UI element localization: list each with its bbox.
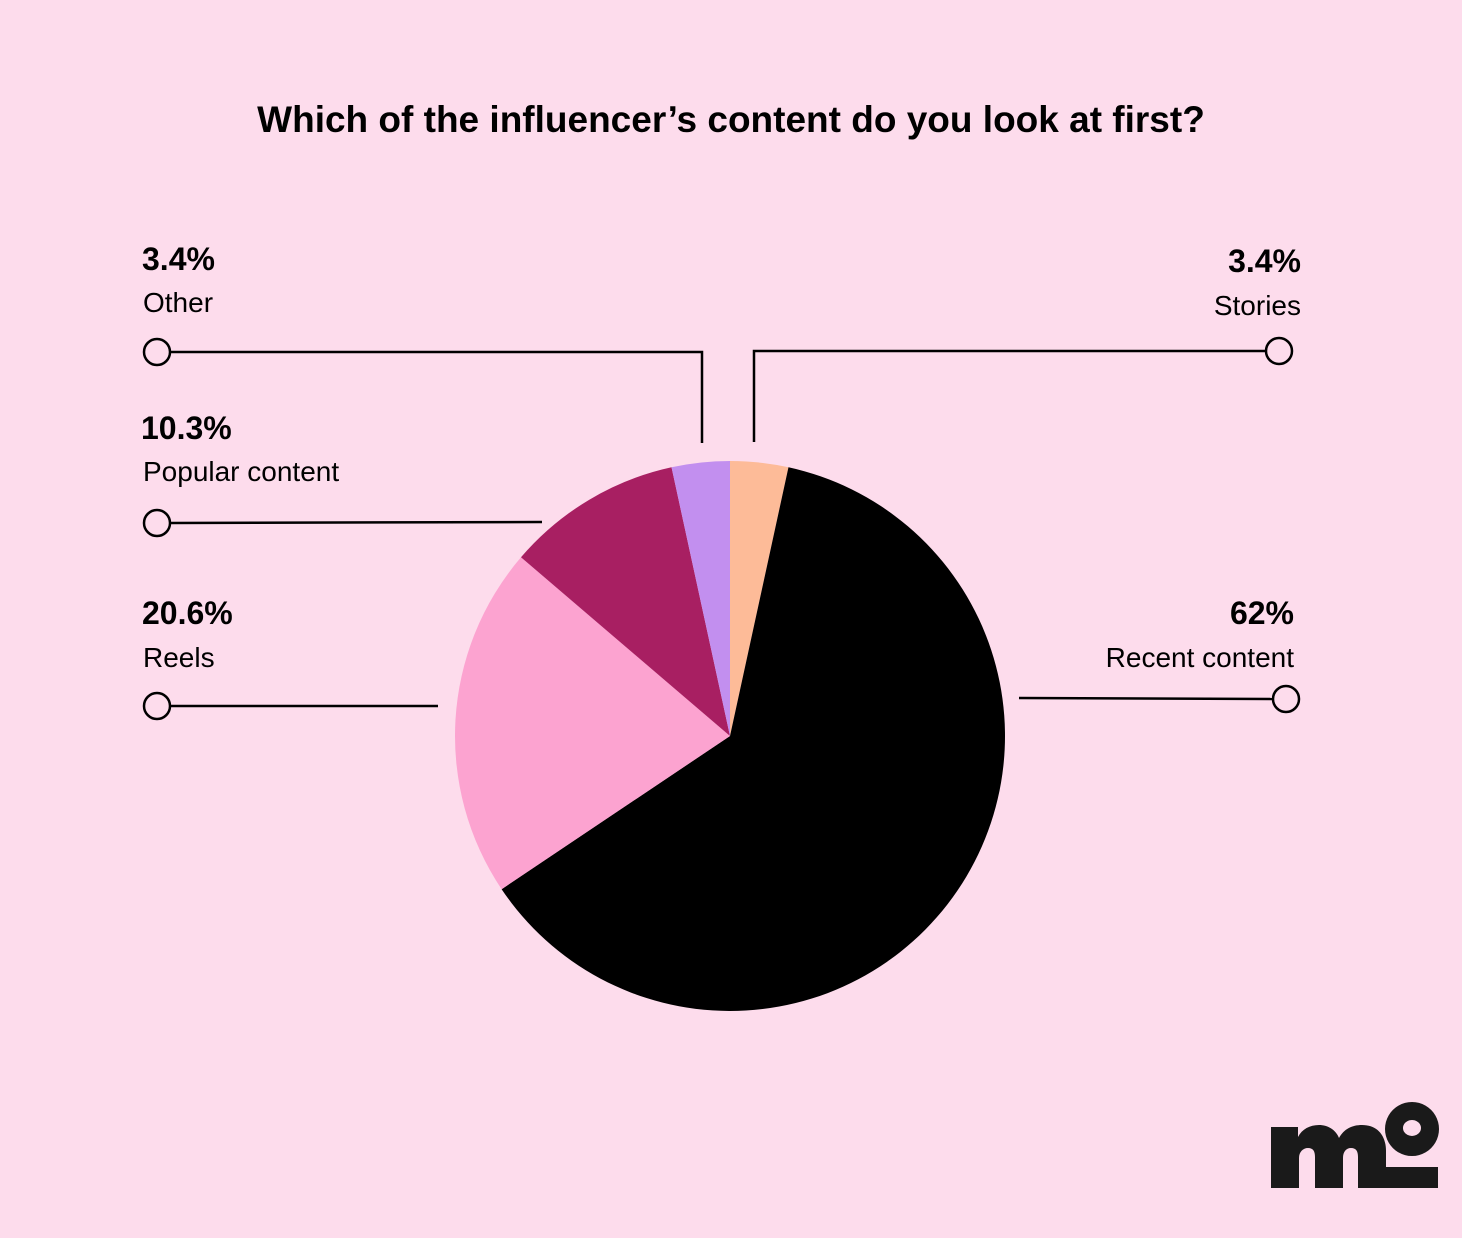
recent-content-label: Recent content [1106, 642, 1295, 673]
pie-slices [455, 461, 1006, 1012]
stories-leader-line [752, 349, 1265, 442]
chart-title: Which of the influencer’s content do you… [257, 99, 1205, 140]
pie-slice-popular-content [520, 467, 730, 736]
reels-value-label: 20.6% [142, 595, 233, 631]
popular-content-label: Popular content [143, 456, 339, 487]
popular-content-value-label: 10.3% [141, 410, 232, 446]
other-value-label: 3.4% [142, 241, 215, 277]
pie-slice-reels [455, 557, 730, 890]
popular-content-leader-line [170, 520, 543, 525]
logo-letter-o [1385, 1102, 1440, 1156]
callout-other: 3.4% Other [142, 241, 704, 443]
callout-reels: 20.6% Reels [142, 595, 438, 721]
stories-label: Stories [1214, 290, 1301, 321]
reels-label: Reels [143, 642, 215, 673]
logo-underline [1385, 1167, 1438, 1188]
stories-leader-marker [1264, 336, 1294, 366]
pie-slice-recent-content [501, 467, 1006, 1012]
recent-content-value-label: 62% [1230, 595, 1294, 631]
reels-leader-marker [142, 691, 172, 721]
callout-recent-content: 62% Recent content [1018, 595, 1301, 714]
callout-popular-content: 10.3% Popular content [141, 410, 543, 538]
pie-slice-other [671, 461, 730, 736]
mo-logo [1271, 1102, 1440, 1188]
other-label: Other [143, 287, 213, 318]
popular-content-leader-marker [142, 508, 172, 538]
logo-letter-m [1271, 1125, 1386, 1188]
other-leader-marker [142, 337, 172, 367]
stories-value-label: 3.4% [1228, 243, 1301, 279]
recent-content-leader-line [1018, 696, 1273, 701]
other-leader-line [171, 350, 704, 443]
callout-stories: 3.4% Stories [752, 243, 1301, 442]
recent-content-leader-marker [1271, 684, 1301, 714]
pie-slice-stories [730, 461, 789, 736]
